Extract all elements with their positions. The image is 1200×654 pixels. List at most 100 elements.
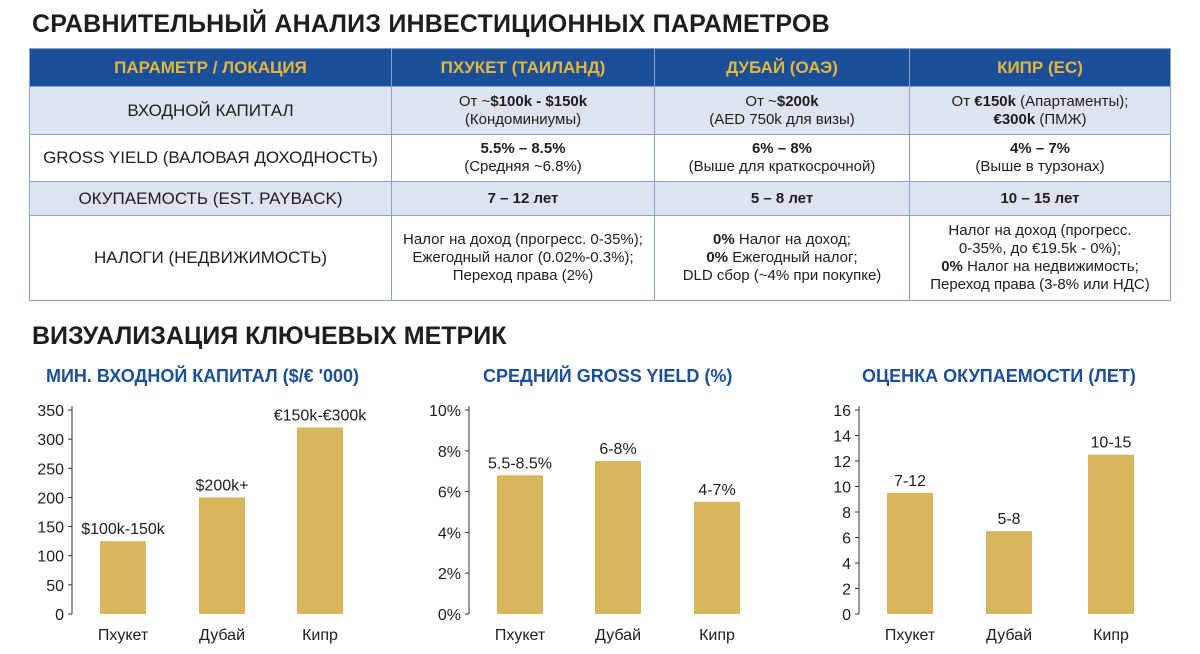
cell-line: 4% – 7%: [910, 140, 1170, 158]
cell-text: 7 – 12 лет: [487, 189, 559, 207]
cell-text: От ~: [458, 92, 491, 110]
y-tick-label: 0%: [438, 607, 461, 624]
table-row: НАЛОГИ (НЕДВИЖИМОСТЬ) Налог на доход (пр…: [29, 215, 1171, 301]
cell-line: 7 – 12 лет: [392, 190, 654, 208]
cell-line: 6% – 8%: [655, 140, 909, 158]
bar-data-label: 10-15: [1091, 435, 1132, 452]
table-header-row: ПАРАМЕТР / ЛОКАЦИЯ ПХУКЕТ (ТАИЛАНД) ДУБА…: [29, 48, 1171, 87]
cell-text: Налог на недвижимость;: [962, 258, 1139, 275]
bar: [595, 461, 641, 614]
cell-line: (Выше для краткосрочной): [655, 158, 909, 176]
cell-line: 10 – 15 лет: [910, 190, 1170, 208]
bar: [887, 492, 933, 614]
header-phuket: ПХУКЕТ (ТАИЛАНД): [391, 48, 655, 87]
cell-text: (AED 750k для визы): [709, 110, 855, 128]
table-cell: 7 – 12 лет: [391, 181, 655, 216]
cell-line: (Кондоминиумы): [392, 111, 654, 129]
y-tick-label: 0: [842, 607, 851, 624]
cell-text: 0%: [713, 231, 735, 248]
cell-text: (Средняя ~6.8%): [464, 158, 582, 175]
cell-line: (Средняя ~6.8%): [392, 158, 654, 176]
cell-text: От ~: [745, 92, 777, 110]
row-label-capital: ВХОДНОЙ КАПИТАЛ: [29, 86, 392, 135]
cell-line: €300k (ПМЖ): [910, 111, 1170, 129]
y-tick-label: 6%: [438, 485, 461, 502]
bar: [986, 531, 1032, 614]
x-tick-label: Кипр: [1093, 627, 1129, 644]
table-cell: 5 – 8 лет: [654, 181, 910, 216]
cell-text: Переход права (3-8% или НДС): [930, 276, 1150, 293]
cell-line: Переход права (3-8% или НДС): [910, 276, 1170, 294]
x-tick-label: Кипр: [699, 627, 735, 644]
table-cell: 4% – 7% (Выше в турзонах): [909, 134, 1171, 182]
chart-title-yield: СРЕДНИЙ GROSS YIELD (%): [483, 366, 733, 386]
y-tick-label: 14: [833, 429, 851, 446]
cell-line: Налог на доход (прогресс.: [910, 222, 1170, 240]
table-cell: От €150k (Апартаменты); €300k (ПМЖ): [909, 86, 1171, 135]
y-tick-label: 2%: [438, 566, 461, 583]
y-tick-label: 6: [842, 531, 851, 548]
bar: [297, 427, 343, 614]
cell-text: $100k - $150k: [490, 92, 588, 110]
cell-text: Ежегодный налог;: [728, 249, 858, 266]
y-tick-label: 4: [842, 556, 851, 573]
cell-text: 10 – 15 лет: [1000, 189, 1080, 207]
cell-line: 0-35%, до €19.5k - 0%);: [910, 240, 1170, 258]
table-cell: 5.5% – 8.5% (Средняя ~6.8%): [391, 134, 655, 182]
bar: [694, 501, 740, 614]
section-title: ВИЗУАЛИЗАЦИЯ КЛЮЧЕВЫХ МЕТРИК: [32, 322, 507, 350]
chart-capital: 0 50 100 150 200 250 300 350 $100k-150k Пхукет $20…: [37, 403, 367, 644]
cell-line: Ежегодный налог (0.02%-0.3%);: [392, 249, 654, 267]
comparison-table: ПАРАМЕТР / ЛОКАЦИЯ ПХУКЕТ (ТАИЛАНД) ДУБА…: [29, 48, 1171, 301]
bar-data-label: $100k-150k: [81, 521, 166, 538]
cell-line: DLD сбор (~4% при покупке): [655, 267, 909, 285]
y-tick-label: 100: [37, 549, 64, 566]
cell-line: 0% Налог на недвижимость;: [910, 258, 1170, 276]
x-tick-label: Пхукет: [495, 627, 546, 644]
bar-data-label: 7-12: [894, 473, 926, 490]
table-cell: От ~$100k - $150k (Кондоминиумы): [391, 86, 655, 135]
cell-line: 0% Ежегодный налог;: [655, 249, 909, 267]
cell-text: €150k: [974, 92, 1016, 110]
table-cell: Налог на доход (прогресс. 0-35%, до €19.5…: [909, 215, 1171, 301]
cell-text: (ПМЖ): [1035, 110, 1087, 128]
cell-text: Ежегодный налог (0.02%-0.3%);: [412, 249, 634, 266]
y-tick-label: 8: [842, 505, 851, 522]
cell-text: $200k: [776, 92, 819, 110]
y-tick-label: 12: [833, 454, 851, 471]
row-label-taxes: НАЛОГИ (НЕДВИЖИМОСТЬ): [29, 215, 392, 301]
header-parameter: ПАРАМЕТР / ЛОКАЦИЯ: [29, 48, 392, 87]
x-tick-label: Дубай: [986, 627, 1032, 644]
chart-title-payback: ОЦЕНКА ОКУПАЕМОСТИ (ЛЕТ): [862, 366, 1136, 386]
page-title: СРАВНИТЕЛЬНЫЙ АНАЛИЗ ИНВЕСТИЦИОННЫХ ПАРА…: [32, 10, 830, 38]
cell-text: (Выше для краткосрочной): [688, 158, 876, 175]
x-tick-label: Пхукет: [98, 627, 149, 644]
chart-payback: 0 2 4 6 8 10 12 14 16 7-12 Пхукет 5-8 Дубай 10-15 Кипр: [833, 403, 1134, 644]
cell-text: Переход права (2%): [452, 267, 594, 284]
cell-line: От ~$100k - $150k: [392, 93, 654, 111]
header-dubai: ДУБАЙ (ОАЭ): [654, 48, 910, 87]
table-cell: 0% Налог на доход; 0% Ежегодный налог; DLD…: [654, 215, 910, 301]
y-tick-label: 0: [55, 607, 64, 624]
cell-line: От ~$200k: [655, 93, 909, 111]
cell-text: 5 – 8 лет: [750, 189, 814, 207]
bar: [497, 475, 543, 614]
cell-line: 5.5% – 8.5%: [392, 140, 654, 158]
y-tick-label: 10: [833, 480, 851, 497]
row-label-payback: ОКУПАЕМОСТЬ (EST. PAYBACK): [29, 181, 392, 216]
y-tick-label: 16: [833, 403, 851, 420]
cell-text: 0%: [941, 258, 963, 275]
x-tick-label: Пхукет: [885, 627, 936, 644]
cell-text: Налог на доход (прогресс. 0-35%);: [403, 231, 643, 248]
table-cell: 6% – 8% (Выше для краткосрочной): [654, 134, 910, 182]
cell-line: 5 – 8 лет: [655, 190, 909, 208]
cell-text: (Кондоминиумы): [464, 110, 582, 128]
y-tick-label: 2: [842, 582, 851, 599]
table-row: ОКУПАЕМОСТЬ (EST. PAYBACK) 7 – 12 лет 5 …: [29, 181, 1171, 216]
cell-text: 0%: [706, 249, 729, 266]
y-tick-label: 300: [37, 432, 64, 449]
cell-text: 6% – 8%: [751, 140, 813, 157]
bar-data-label: 5.5-8.5%: [488, 455, 552, 472]
bar-data-label: 6-8%: [599, 441, 636, 458]
x-tick-label: Дубай: [199, 627, 245, 644]
